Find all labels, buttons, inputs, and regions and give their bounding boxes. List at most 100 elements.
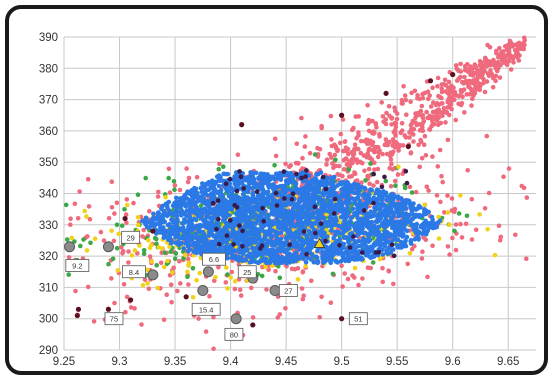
- dark-marker-point: [332, 196, 338, 202]
- blue-cluster-point: [345, 211, 350, 216]
- yellow-cluster-point: [145, 281, 150, 286]
- blue-cluster-point: [222, 227, 227, 233]
- annotation-label: 27: [284, 287, 292, 296]
- dark-marker-point: [313, 230, 318, 236]
- pink-cluster-point: [380, 114, 386, 119]
- pink-cluster-point: [445, 137, 451, 143]
- dark-marker-point: [215, 198, 221, 203]
- pink-cluster-point: [356, 130, 361, 135]
- blue-cluster-point: [291, 213, 297, 219]
- blue-cluster-point: [378, 239, 383, 245]
- green-cluster-point: [166, 175, 171, 181]
- pink-cluster-point: [517, 53, 522, 58]
- pink-cluster-point: [158, 260, 164, 266]
- green-cluster-point: [370, 260, 376, 265]
- blue-cluster-point: [268, 238, 274, 244]
- blue-cluster-point: [296, 228, 301, 234]
- pink-cluster-point: [386, 104, 392, 109]
- pink-cluster-point: [458, 221, 463, 227]
- blue-cluster-point: [240, 216, 245, 222]
- yellow-cluster-point: [225, 286, 230, 291]
- yellow-cluster-point: [156, 244, 162, 250]
- blue-cluster-point: [157, 217, 162, 222]
- dark-marker-point: [289, 196, 295, 202]
- blue-cluster-point: [426, 209, 432, 215]
- blue-cluster-point: [315, 248, 320, 254]
- pink-cluster-point: [380, 151, 385, 157]
- blue-cluster-point: [358, 223, 363, 228]
- pink-cluster-point: [319, 123, 324, 129]
- blue-cluster-point: [326, 204, 332, 210]
- pink-cluster-point: [300, 166, 305, 171]
- green-cluster-point: [330, 271, 336, 277]
- pink-cluster-point: [337, 140, 343, 146]
- y-tick-label: 320: [39, 251, 58, 263]
- yellow-cluster-point: [135, 215, 141, 220]
- blue-cluster-point: [235, 230, 240, 235]
- x-tick-label: 9.6: [445, 356, 461, 368]
- pink-cluster-point: [393, 121, 399, 126]
- pink-cluster-point: [186, 282, 191, 287]
- pink-cluster-point: [497, 237, 503, 243]
- blue-cluster-point: [300, 222, 305, 227]
- pink-cluster-point: [332, 142, 337, 147]
- blue-cluster-point: [380, 252, 386, 257]
- blue-cluster-point: [250, 222, 256, 228]
- blue-cluster-point: [293, 232, 299, 238]
- pink-cluster-point: [453, 222, 459, 227]
- x-tick-label: 9.65: [497, 356, 519, 368]
- blue-cluster-point: [158, 224, 163, 230]
- blue-cluster-point: [253, 170, 259, 176]
- dark-highlight-point: [105, 306, 112, 312]
- pink-cluster-point: [356, 282, 361, 288]
- yellow-cluster-point: [69, 235, 75, 241]
- y-tick-label: 390: [39, 32, 58, 44]
- dark-marker-point: [351, 234, 356, 239]
- blue-cluster-point: [341, 211, 346, 216]
- blue-cluster-point: [279, 206, 285, 211]
- pink-cluster-point: [324, 162, 329, 167]
- pink-cluster-point: [175, 288, 180, 294]
- pink-cluster-point: [464, 68, 469, 73]
- green-cluster-point: [172, 187, 177, 192]
- blue-cluster-point: [373, 219, 379, 224]
- pink-cluster-point: [146, 286, 152, 292]
- dark-highlight-point: [250, 322, 256, 328]
- pink-cluster-point: [473, 86, 478, 91]
- blue-cluster-point: [291, 253, 297, 259]
- blue-cluster-point: [236, 199, 241, 204]
- pink-cluster-point: [498, 52, 503, 57]
- pink-cluster-point: [506, 166, 512, 171]
- pink-cluster-point: [387, 165, 393, 171]
- pink-cluster-point: [91, 319, 97, 324]
- pink-cluster-point: [427, 127, 433, 132]
- pink-cluster-point: [463, 221, 469, 227]
- pink-cluster-point: [194, 174, 200, 180]
- pink-cluster-point: [77, 189, 82, 194]
- blue-cluster-point: [310, 239, 316, 245]
- pink-cluster-point: [380, 279, 386, 285]
- blue-cluster-point: [405, 218, 410, 224]
- blue-cluster-point: [356, 243, 361, 249]
- green-cluster-point: [333, 157, 338, 163]
- pink-cluster-point: [437, 147, 443, 153]
- pink-cluster-point: [436, 122, 441, 128]
- blue-cluster-point: [333, 241, 338, 247]
- pink-cluster-point: [380, 265, 385, 271]
- pink-cluster-point: [354, 146, 359, 151]
- pink-cluster-point: [223, 280, 229, 285]
- blue-cluster-point: [299, 205, 305, 210]
- blue-cluster-point: [331, 204, 337, 210]
- pink-cluster-point: [452, 89, 458, 95]
- pink-cluster-point: [324, 157, 330, 162]
- blue-cluster-point: [421, 224, 426, 229]
- dark-marker-point: [347, 245, 353, 250]
- blue-cluster-point: [264, 200, 270, 205]
- blue-cluster-point: [208, 215, 214, 221]
- yellow-cluster-point: [182, 252, 188, 258]
- pink-cluster-point: [419, 155, 425, 161]
- pink-cluster-point: [501, 174, 506, 179]
- blue-cluster-point: [211, 197, 217, 202]
- dark-marker-point: [299, 175, 304, 181]
- pink-cluster-point: [111, 238, 117, 244]
